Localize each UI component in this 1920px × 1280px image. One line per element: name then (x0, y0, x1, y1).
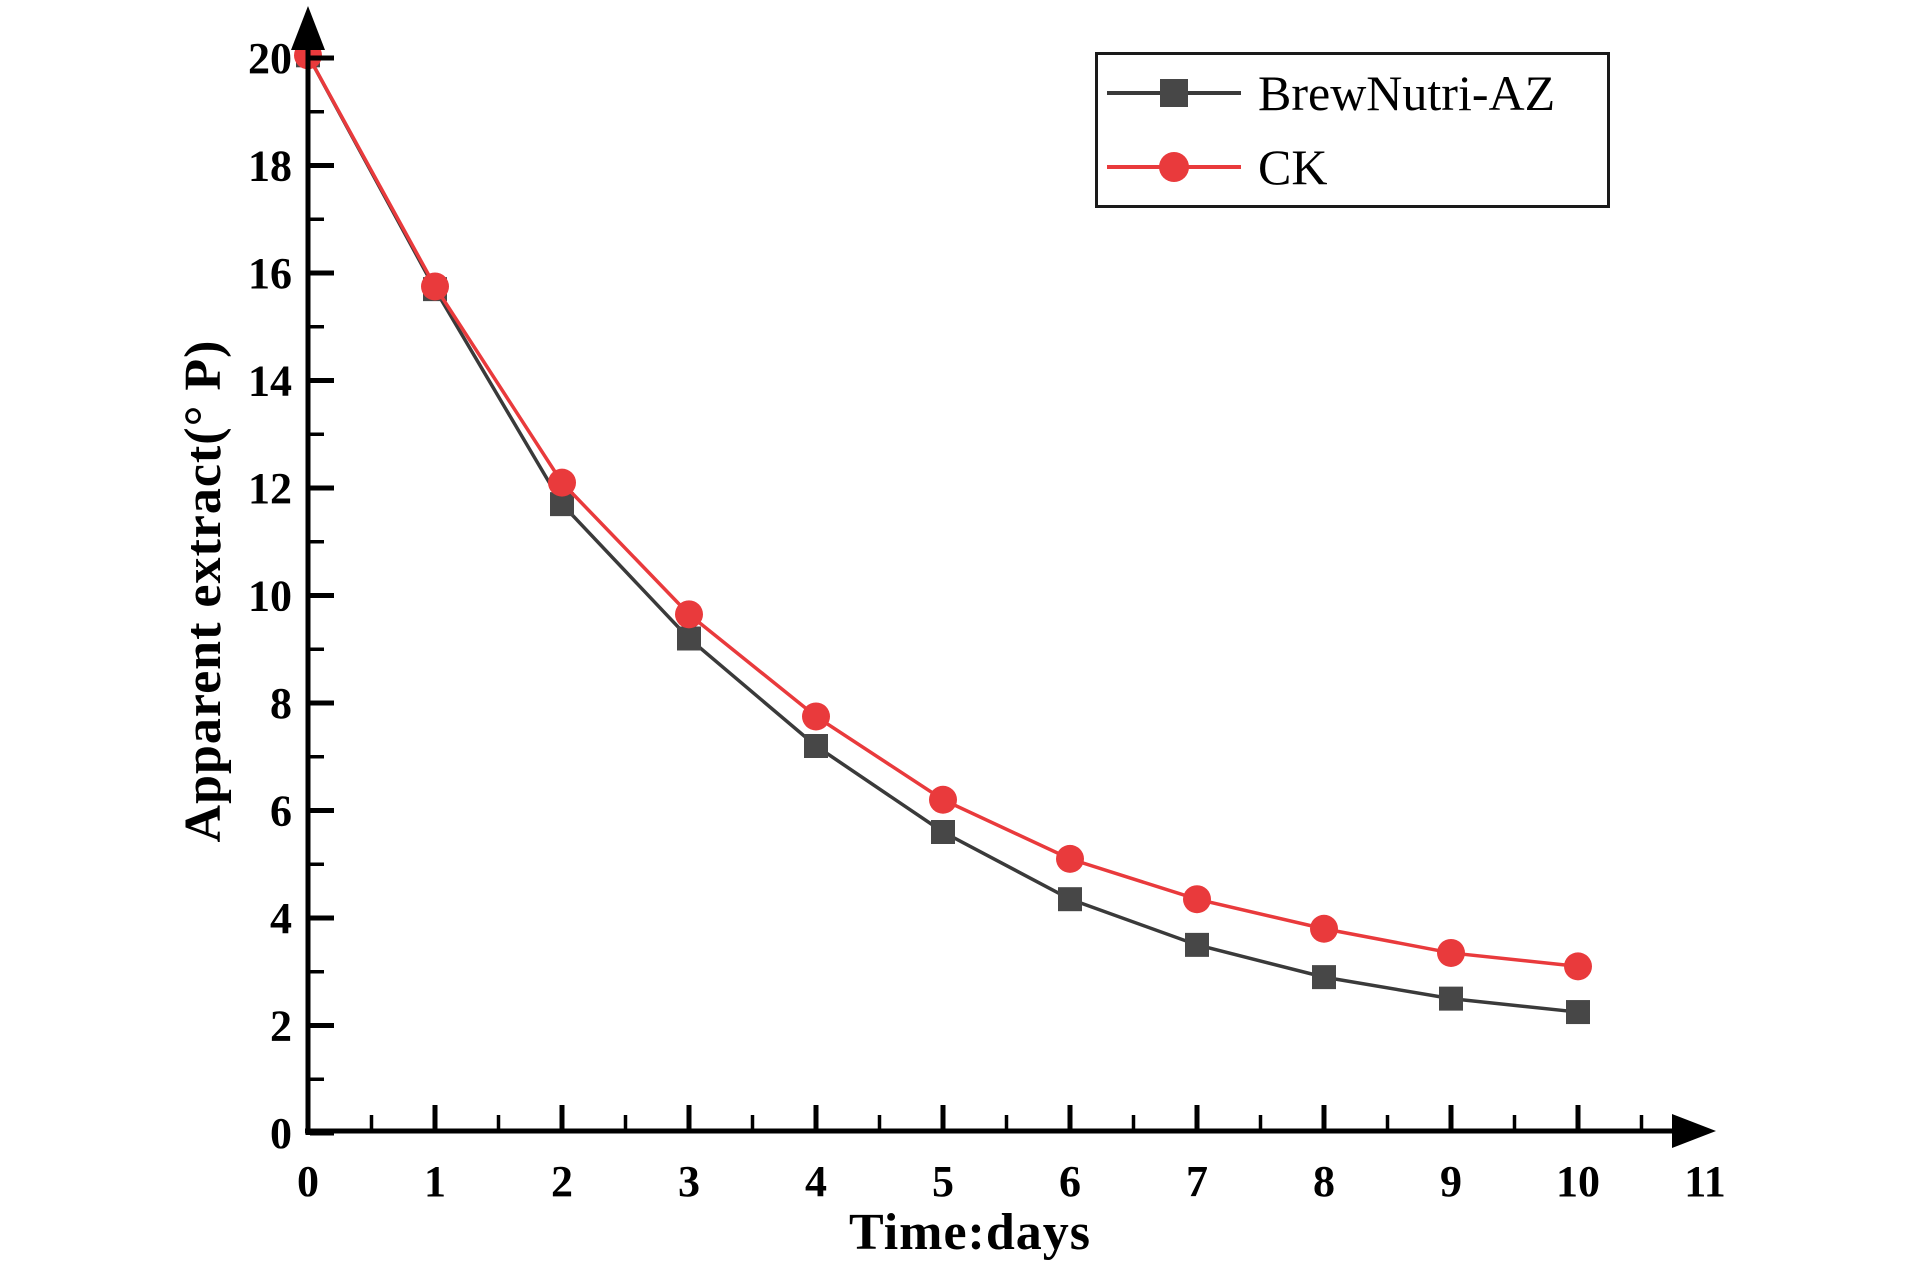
data-point-brewnutri-az (931, 820, 955, 844)
x-tick-label: 3 (678, 1157, 700, 1206)
y-tick-label: 14 (248, 357, 292, 406)
y-tick-label: 8 (270, 679, 292, 728)
legend-sample-square-line (1107, 79, 1241, 107)
data-point-ck (1056, 844, 1084, 873)
x-tick-label: 5 (932, 1157, 954, 1206)
x-tick-label: 0 (297, 1157, 319, 1206)
data-point-brewnutri-az (1058, 887, 1082, 912)
x-tick-label: 9 (1440, 1157, 1462, 1206)
data-point-ck (548, 468, 576, 497)
data-point-ck (675, 600, 703, 629)
legend-sample-circle-line (1107, 152, 1241, 182)
data-point-brewnutri-az (1185, 932, 1209, 957)
x-tick-label: 7 (1186, 1157, 1208, 1206)
x-tick-label: 11 (1684, 1157, 1726, 1206)
y-tick-label: 12 (248, 464, 292, 513)
data-point-brewnutri-az (1312, 965, 1336, 990)
x-tick-label: 1 (424, 1157, 446, 1206)
legend-entry-ck: CK (1104, 131, 1607, 203)
data-point-brewnutri-az (677, 626, 701, 651)
y-tick-label: 6 (270, 787, 292, 836)
data-point-ck (421, 272, 449, 301)
legend-label-brewnutri: BrewNutri-AZ (1258, 65, 1556, 121)
data-point-ck (929, 785, 957, 814)
legend-box: BrewNutri-AZ CK (1095, 52, 1610, 208)
y-tick-label: 10 (248, 572, 292, 621)
data-point-ck (1437, 938, 1465, 967)
data-point-ck (1183, 885, 1211, 914)
y-tick-label: 16 (248, 249, 292, 298)
data-point-ck (802, 702, 830, 731)
x-tick-label: 6 (1059, 1157, 1081, 1206)
data-point-ck (1564, 952, 1592, 981)
y-tick-label: 4 (270, 894, 292, 943)
data-point-ck (1310, 914, 1338, 943)
legend-entry-brewnutri: BrewNutri-AZ (1104, 57, 1607, 129)
data-point-brewnutri-az (1566, 1000, 1590, 1025)
x-tick-label: 10 (1556, 1157, 1600, 1206)
data-point-brewnutri-az (804, 734, 828, 758)
y-tick-label: 2 (270, 1002, 292, 1051)
x-tick-label: 8 (1313, 1157, 1335, 1206)
x-tick-label: 4 (805, 1157, 827, 1206)
data-point-brewnutri-az (1439, 986, 1463, 1011)
legend-label-ck: CK (1258, 139, 1328, 195)
y-tick-label: 20 (248, 34, 292, 83)
y-tick-label: 18 (248, 142, 292, 191)
x-tick-label: 2 (551, 1157, 573, 1206)
y-axis-title: Apparent extract(° P) (175, 339, 232, 843)
y-tick-label: 0 (270, 1109, 292, 1158)
y-axis-arrow-icon (291, 6, 325, 50)
x-axis-arrow-icon (1672, 1114, 1716, 1148)
x-axis-title: Time:days (848, 1204, 1092, 1261)
